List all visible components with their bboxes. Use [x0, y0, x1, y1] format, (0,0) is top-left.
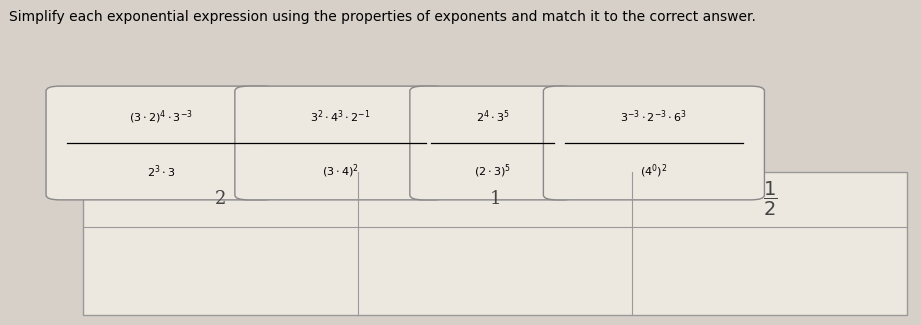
Text: $\dfrac{1}{2}$: $\dfrac{1}{2}$	[763, 180, 777, 218]
Text: $2^3 \cdot 3$: $2^3 \cdot 3$	[147, 163, 175, 180]
Text: $2^4 \cdot 3^5$: $2^4 \cdot 3^5$	[476, 109, 509, 125]
Text: Simplify each exponential expression using the properties of exponents and match: Simplify each exponential expression usi…	[9, 10, 756, 24]
Text: $(3 \cdot 4)^2$: $(3 \cdot 4)^2$	[322, 163, 359, 180]
Text: $(3 \cdot 2)^4 \cdot 3^{-3}$: $(3 \cdot 2)^4 \cdot 3^{-3}$	[129, 108, 193, 126]
Text: $(2 \cdot 3)^5$: $(2 \cdot 3)^5$	[474, 163, 511, 180]
Text: $3^{-3} \cdot 2^{-3} \cdot 6^3$: $3^{-3} \cdot 2^{-3} \cdot 6^3$	[621, 109, 687, 125]
Bar	[83, 172, 907, 315]
FancyBboxPatch shape	[46, 86, 276, 200]
FancyBboxPatch shape	[410, 86, 576, 200]
Text: $(4^0)^2$: $(4^0)^2$	[640, 163, 668, 180]
Text: 2: 2	[215, 190, 226, 208]
Text: 1: 1	[489, 190, 501, 208]
FancyBboxPatch shape	[543, 86, 764, 200]
FancyBboxPatch shape	[235, 86, 447, 200]
Text: $3^2 \cdot 4^3 \cdot 2^{-1}$: $3^2 \cdot 4^3 \cdot 2^{-1}$	[310, 109, 371, 125]
